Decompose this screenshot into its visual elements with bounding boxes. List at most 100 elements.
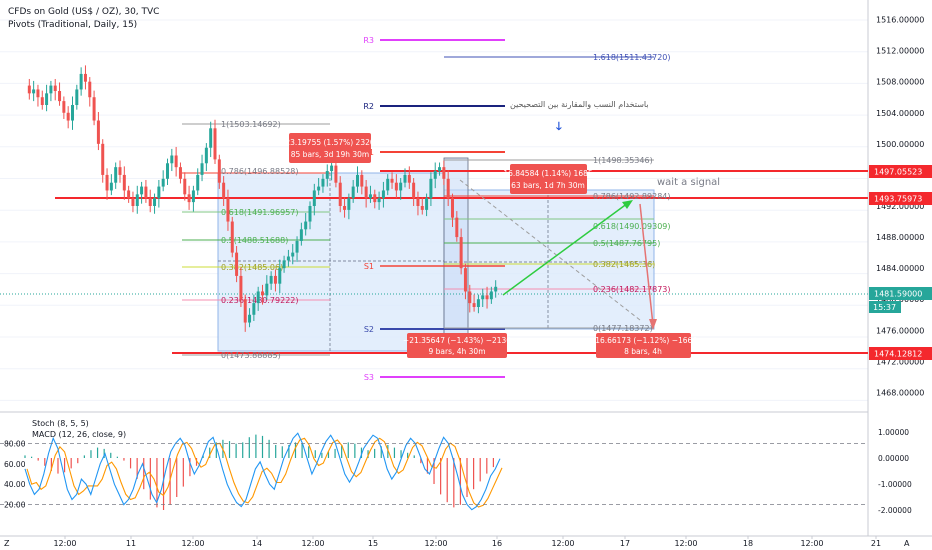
fib-right-ext-label: 1.618(1511.43720) — [593, 53, 671, 62]
macd-tick-label: 1.00000 — [878, 428, 909, 437]
macd-label[interactable]: MACD (12, 26, close, 9) — [32, 430, 126, 439]
candle-body — [377, 198, 381, 203]
time-tick-label: 11 — [126, 539, 136, 548]
candle-body — [278, 268, 282, 284]
candle-body — [403, 174, 407, 183]
price-badge-lower-text: 1474.12812 — [874, 350, 922, 359]
candle-body — [351, 186, 355, 199]
candle-body — [118, 167, 122, 175]
candle-body — [217, 159, 221, 183]
candle-body — [347, 198, 351, 210]
price-tick-label: 1504.00000 — [876, 109, 924, 118]
candle-body — [299, 229, 303, 241]
fib-right-786-label: 0.786(1492.89284) — [593, 192, 671, 201]
measure-label-2[interactable]: 16.84584 (1.14%) 1685 63 bars, 1d 7h 30m — [503, 164, 593, 194]
time-tick-label: 15 — [368, 539, 378, 548]
stoch-d-line — [26, 437, 503, 508]
time-axis[interactable]: 12:00 11 12:00 14 12:00 15 12:00 16 12:00 17 12:00… — [53, 536, 881, 548]
candle-body — [230, 221, 234, 253]
time-tick-label: 14 — [252, 539, 262, 548]
symbol-title[interactable]: CFDs on Gold (US$ / OZ), 30, TVC — [8, 7, 159, 17]
measure-label-2-box — [510, 164, 587, 194]
candle-body — [364, 186, 368, 199]
time-tick-label: 12:00 — [301, 539, 324, 548]
arabic-annotation[interactable]: باستخدام النسب والمقارنة بين التصحيحين — [510, 100, 649, 109]
candle-body — [122, 174, 126, 191]
candle-body — [407, 174, 411, 183]
candle-body — [399, 182, 403, 191]
candle-body — [248, 314, 252, 323]
stoch-k-line — [24, 432, 501, 511]
auto-scale-corner-icon[interactable]: A — [904, 539, 910, 548]
time-tick-label: 12:00 — [800, 539, 823, 548]
candlestick-series[interactable] — [27, 65, 498, 332]
price-badge-mid-box — [869, 192, 932, 205]
candle-body — [166, 163, 169, 179]
measure-label-4[interactable]: −16.66173 (−1.12%) −1666 8 bars, 4h — [589, 333, 697, 358]
price-badge-upper: 1497.05523 — [869, 165, 932, 178]
candle-body — [226, 198, 230, 222]
price-badge-current-box — [869, 287, 932, 300]
pivots-indicator-label[interactable]: Pivots (Traditional, Daily, 15) — [8, 20, 137, 30]
fib-retracement-right[interactable]: 1.618(1511.43720) 1(1498.35346) 0.786(14… — [444, 53, 671, 333]
projection-down-arrow[interactable] — [639, 203, 654, 326]
measure-label-3[interactable]: −21.35647 (−1.43%) −2136 9 bars, 4h 30m — [403, 333, 511, 358]
price-tick-label: 1500.00000 — [876, 140, 924, 149]
price-badge-lower-box — [869, 347, 932, 360]
candle-body — [79, 73, 83, 90]
fib-retracement-left[interactable]: 1(1503.14692) 0.786(1496.88528) 0.618(14… — [182, 120, 330, 360]
candle-body — [476, 299, 480, 307]
candle-body — [256, 291, 260, 304]
stoch-tick-label: 40.00 — [4, 480, 26, 489]
candle-body — [213, 128, 217, 160]
price-tick-label: 1484.00000 — [876, 264, 924, 273]
candle-body — [446, 178, 450, 199]
price-badge-mid: 1493.75973 — [869, 192, 932, 205]
price-tick-label: 1488.00000 — [876, 233, 924, 242]
candle-body — [381, 190, 385, 199]
candle-body — [131, 198, 135, 206]
projection-up-arrow[interactable] — [502, 202, 629, 296]
time-tick-label: 12:00 — [53, 539, 76, 548]
projection-dashed-line — [459, 179, 641, 321]
candle-body — [161, 178, 165, 187]
countdown-badge-box — [869, 301, 901, 313]
measure-label-1-box — [289, 133, 371, 163]
zoom-corner-icon[interactable]: Z — [4, 539, 10, 548]
candle-body — [27, 85, 31, 94]
measure-label-1[interactable]: 23.19755 (1.57%) 2320 85 bars, 3d 19h 30… — [285, 133, 375, 163]
candle-body — [153, 198, 157, 206]
oscillator-series[interactable] — [24, 432, 503, 511]
candle-body — [243, 299, 247, 323]
measure-box-left[interactable] — [217, 172, 445, 352]
candle-body — [148, 198, 152, 206]
fib-left-618-label: 0.618(1491.96957) — [221, 208, 299, 217]
candle-body — [45, 93, 49, 105]
candle-body — [338, 182, 342, 206]
price-badge-upper-box — [869, 165, 932, 178]
down-arrow-icon: 🡓 — [556, 120, 562, 133]
stoch-tick-label: 20.00 — [4, 501, 26, 510]
candle-body — [269, 275, 273, 284]
candle-body — [109, 182, 113, 191]
candle-body — [49, 85, 53, 94]
candle-body — [494, 286, 498, 292]
price-tick-label: 1468.00000 — [876, 388, 924, 397]
price-tick-label: 1492.00000 — [876, 202, 924, 211]
candle-body — [412, 182, 416, 199]
candle-body — [455, 217, 459, 238]
time-tick-label: 12:00 — [551, 539, 574, 548]
candle-body — [481, 295, 485, 300]
candle-body — [282, 260, 286, 269]
wait-signal-annotation[interactable]: wait a signal — [657, 177, 720, 188]
candle-body — [252, 303, 256, 315]
candle-body — [386, 178, 390, 191]
fib-right-zero-label: 0(1477.18372) — [593, 324, 653, 333]
time-tick-label: 12:00 — [424, 539, 447, 548]
fib-right-5-label: 0.5(1487.76795) — [593, 239, 660, 248]
candle-body — [373, 194, 377, 203]
candle-body — [489, 291, 493, 300]
stoch-label[interactable]: Stoch (8, 5, 5) — [32, 419, 89, 428]
candle-body — [204, 147, 208, 164]
